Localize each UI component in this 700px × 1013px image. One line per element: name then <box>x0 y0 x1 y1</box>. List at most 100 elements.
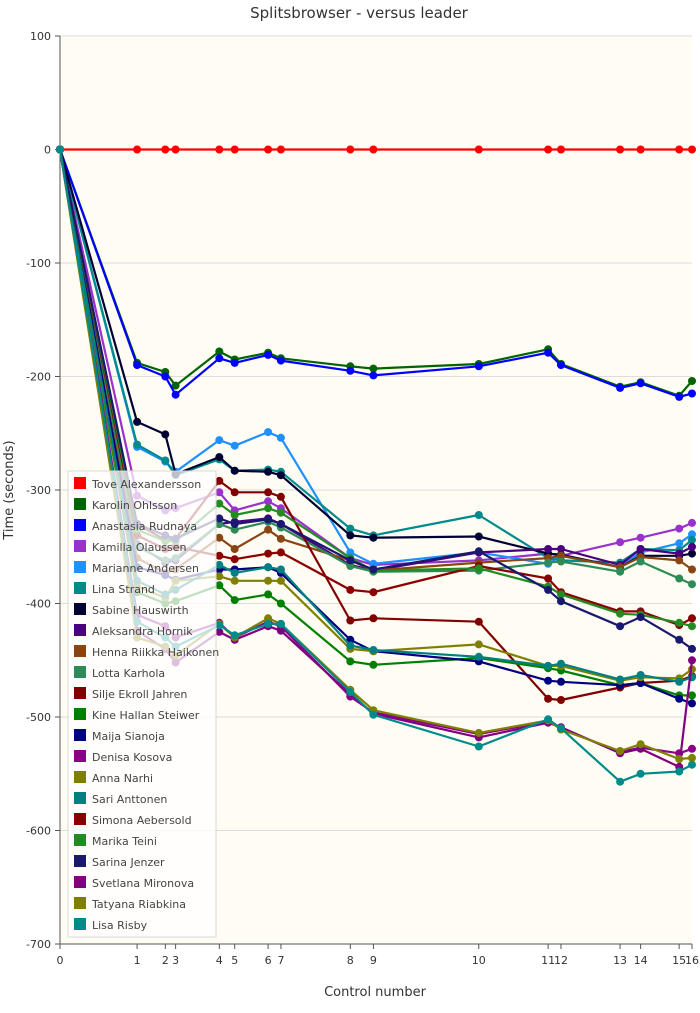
data-point <box>557 597 565 606</box>
data-point <box>230 145 239 154</box>
legend-swatch <box>74 834 86 846</box>
legend-item: Sabine Hauswirth <box>74 603 189 617</box>
data-point <box>215 488 224 497</box>
data-point <box>264 488 273 497</box>
legend: Tove Alexandersson Karolin Ohlsson Anastas… <box>67 470 219 938</box>
legend-swatch <box>74 666 86 678</box>
legend-label: Lina Strand <box>92 583 155 596</box>
data-point <box>474 511 483 519</box>
data-point <box>675 677 684 686</box>
data-point <box>636 545 645 553</box>
data-point <box>215 581 224 590</box>
legend-label: Anna Narhi <box>92 772 153 785</box>
x-tick-label: 10 <box>472 954 486 967</box>
data-point <box>369 533 378 542</box>
data-point <box>675 755 684 763</box>
data-point <box>544 661 553 670</box>
data-point <box>264 525 273 534</box>
data-point <box>688 565 696 574</box>
data-point <box>616 747 625 755</box>
data-point <box>616 675 625 684</box>
legend-swatch <box>74 792 86 804</box>
legend-item: Lotta Karhola <box>74 666 165 680</box>
legend-swatch <box>74 561 86 573</box>
data-point <box>215 520 224 528</box>
data-point <box>264 614 273 623</box>
data-point <box>171 381 180 390</box>
legend-item: Tove Alexandersson <box>74 477 201 491</box>
legend-swatch <box>74 771 86 783</box>
data-point <box>276 619 285 628</box>
data-point <box>636 557 645 566</box>
data-point <box>474 742 483 751</box>
data-point <box>230 520 239 528</box>
data-point <box>616 383 625 392</box>
x-tick-label: 16 <box>685 954 699 967</box>
legend-item: Lisa Risby <box>74 918 148 932</box>
data-point <box>544 145 553 154</box>
legend-label: Maija Sianoja <box>92 730 165 743</box>
data-point <box>557 724 565 733</box>
data-point <box>264 549 273 558</box>
legend-label: Sarina Jenzer <box>92 856 165 869</box>
legend-item: Sarina Jenzer <box>74 855 165 869</box>
data-point <box>264 350 273 359</box>
data-point <box>474 362 483 371</box>
data-point <box>230 488 239 497</box>
y-tick-label: -700 <box>26 938 51 951</box>
data-point <box>675 549 684 558</box>
data-point <box>276 534 285 543</box>
x-tick-label: 4 <box>216 954 223 967</box>
data-point <box>544 585 553 594</box>
data-point <box>230 568 239 577</box>
data-point <box>544 715 553 724</box>
data-point <box>264 497 273 506</box>
data-point <box>230 576 239 585</box>
data-point <box>346 548 355 557</box>
x-tick-label: 1 <box>134 954 141 967</box>
data-point <box>346 616 355 625</box>
legend-label: Marika Teini <box>92 835 157 848</box>
data-point <box>346 562 355 570</box>
legend-swatch <box>74 897 86 909</box>
x-tick-label: 8 <box>347 954 354 967</box>
data-point <box>557 677 565 686</box>
data-point <box>346 556 355 565</box>
data-point <box>544 545 553 553</box>
legend-swatch <box>74 645 86 657</box>
y-tick-label: -300 <box>26 484 51 497</box>
data-point <box>675 392 684 401</box>
data-point <box>276 145 285 154</box>
data-point <box>215 499 224 508</box>
data-point <box>688 518 696 527</box>
legend-item: Marika Teini <box>74 834 157 848</box>
y-tick-label: -400 <box>26 598 51 611</box>
y-tick-label: 0 <box>44 144 51 157</box>
legend-swatch <box>74 498 86 510</box>
legend-label: Aleksandra Hornik <box>92 625 193 638</box>
data-point <box>230 525 239 534</box>
data-point <box>544 694 553 703</box>
data-point <box>346 657 355 666</box>
legend-item: Karolin Ohlsson <box>74 498 177 512</box>
data-point <box>688 377 696 385</box>
data-point <box>688 614 696 623</box>
legend-swatch <box>74 813 86 825</box>
legend-item: Marianne Andersen <box>74 561 199 575</box>
data-point <box>264 515 273 524</box>
data-point <box>369 559 378 568</box>
data-point <box>474 652 483 661</box>
data-point <box>557 659 565 668</box>
data-point <box>215 476 224 485</box>
y-tick-label: -500 <box>26 711 51 724</box>
data-point <box>557 551 565 560</box>
data-point <box>346 531 355 540</box>
legend-item: Kamilla Olaussen <box>74 540 187 554</box>
data-point <box>474 564 483 573</box>
data-point <box>230 555 239 564</box>
data-point <box>636 145 645 154</box>
data-point <box>161 456 170 465</box>
data-point <box>264 590 273 599</box>
data-point <box>215 627 224 636</box>
